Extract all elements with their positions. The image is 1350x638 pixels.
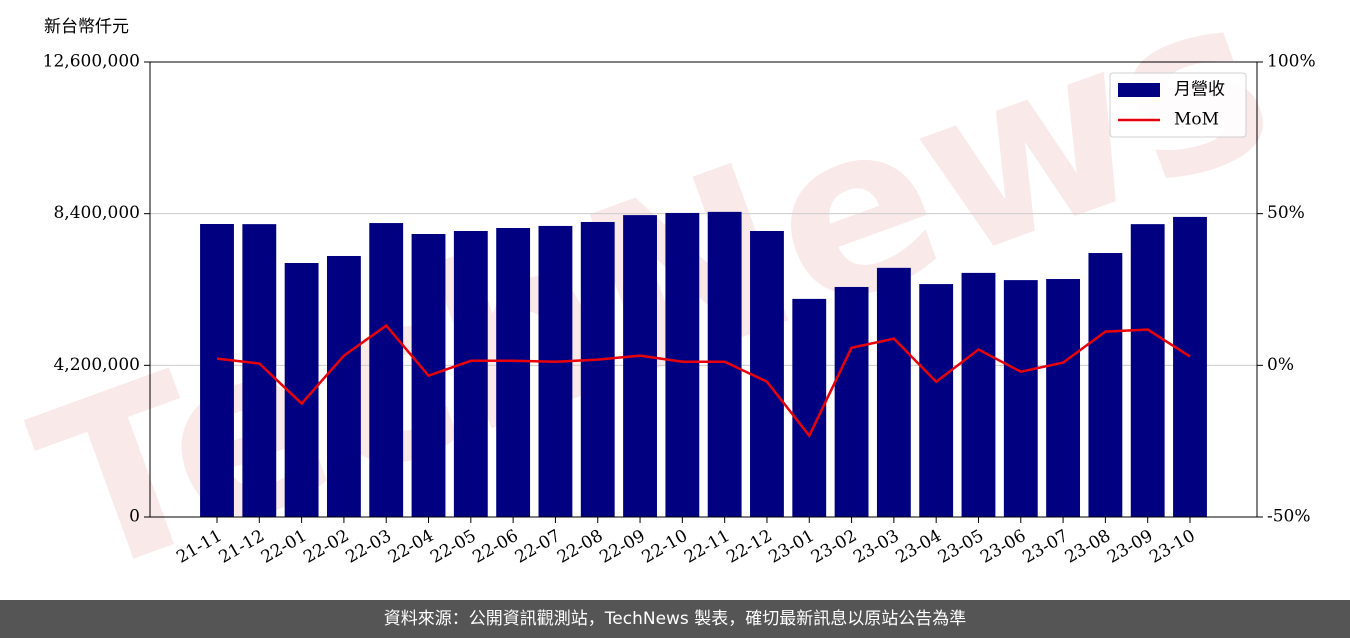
x-tick-label: 23-10 xyxy=(1146,526,1198,568)
bar xyxy=(792,298,827,517)
bar xyxy=(623,215,657,517)
x-tick-label: 22-10 xyxy=(639,526,691,568)
bar xyxy=(200,223,234,517)
x-tick-label: 23-02 xyxy=(808,526,860,568)
bar xyxy=(453,231,488,517)
x-tick-label: 23-01 xyxy=(766,526,818,568)
x-tick-label: 23-04 xyxy=(892,526,944,568)
bar xyxy=(919,284,954,517)
y-tick-label: 4,200,000 xyxy=(53,355,140,375)
x-tick-label: 23-07 xyxy=(1019,526,1071,568)
x-tick-label: 23-08 xyxy=(1062,526,1114,568)
legend-label: MoM xyxy=(1174,110,1219,130)
x-tick-label: 23-06 xyxy=(977,526,1029,568)
x-tick-label: 22-12 xyxy=(723,526,775,568)
bar xyxy=(369,223,404,518)
bar xyxy=(538,225,573,517)
legend-swatch xyxy=(1118,83,1160,97)
x-tick-label: 23-03 xyxy=(850,526,902,568)
mom-line xyxy=(216,323,1191,439)
y2-tick-label: 50% xyxy=(1267,203,1305,223)
bar xyxy=(580,221,615,517)
y2-tick-label: -50% xyxy=(1267,507,1311,527)
x-tick-label: 22-08 xyxy=(554,526,606,568)
x-tick-label: 22-05 xyxy=(427,526,479,568)
bar xyxy=(326,255,361,517)
bar xyxy=(1130,224,1165,517)
x-tick-label: 22-07 xyxy=(512,526,564,568)
bar xyxy=(834,286,869,517)
x-tick-label: 22-11 xyxy=(681,526,733,568)
y2-tick-label: 0% xyxy=(1267,355,1294,375)
y-tick-label: 8,400,000 xyxy=(53,203,140,223)
bar xyxy=(1003,280,1038,517)
y-axis-title: 新台幣仟元 xyxy=(44,17,129,37)
y2-tick-label: 100% xyxy=(1267,52,1316,72)
x-tick-label: 22-06 xyxy=(469,526,521,568)
bar xyxy=(750,231,784,517)
footer: 資料來源：公開資訊觀測站，TechNews 製表，確切最新訊息以原站公告為準 xyxy=(384,609,966,629)
bar xyxy=(1046,279,1081,517)
y-tick-label: 12,600,000 xyxy=(43,52,140,72)
y-tick-label: 0 xyxy=(129,507,140,527)
legend-label: 月營收 xyxy=(1174,80,1225,100)
bar xyxy=(1173,216,1207,517)
bar xyxy=(496,228,531,517)
bar xyxy=(1088,253,1123,517)
bar xyxy=(961,272,996,517)
x-tick-label: 22-04 xyxy=(385,526,437,568)
x-tick-label: 22-09 xyxy=(596,526,648,568)
x-tick-label: 23-05 xyxy=(935,526,987,568)
footer-bar xyxy=(0,600,1350,638)
bar xyxy=(242,224,277,517)
x-tick-label: 23-09 xyxy=(1104,526,1156,568)
bar xyxy=(876,267,911,517)
bar xyxy=(665,212,700,517)
plot-frame xyxy=(149,61,1258,518)
bar xyxy=(707,211,742,517)
